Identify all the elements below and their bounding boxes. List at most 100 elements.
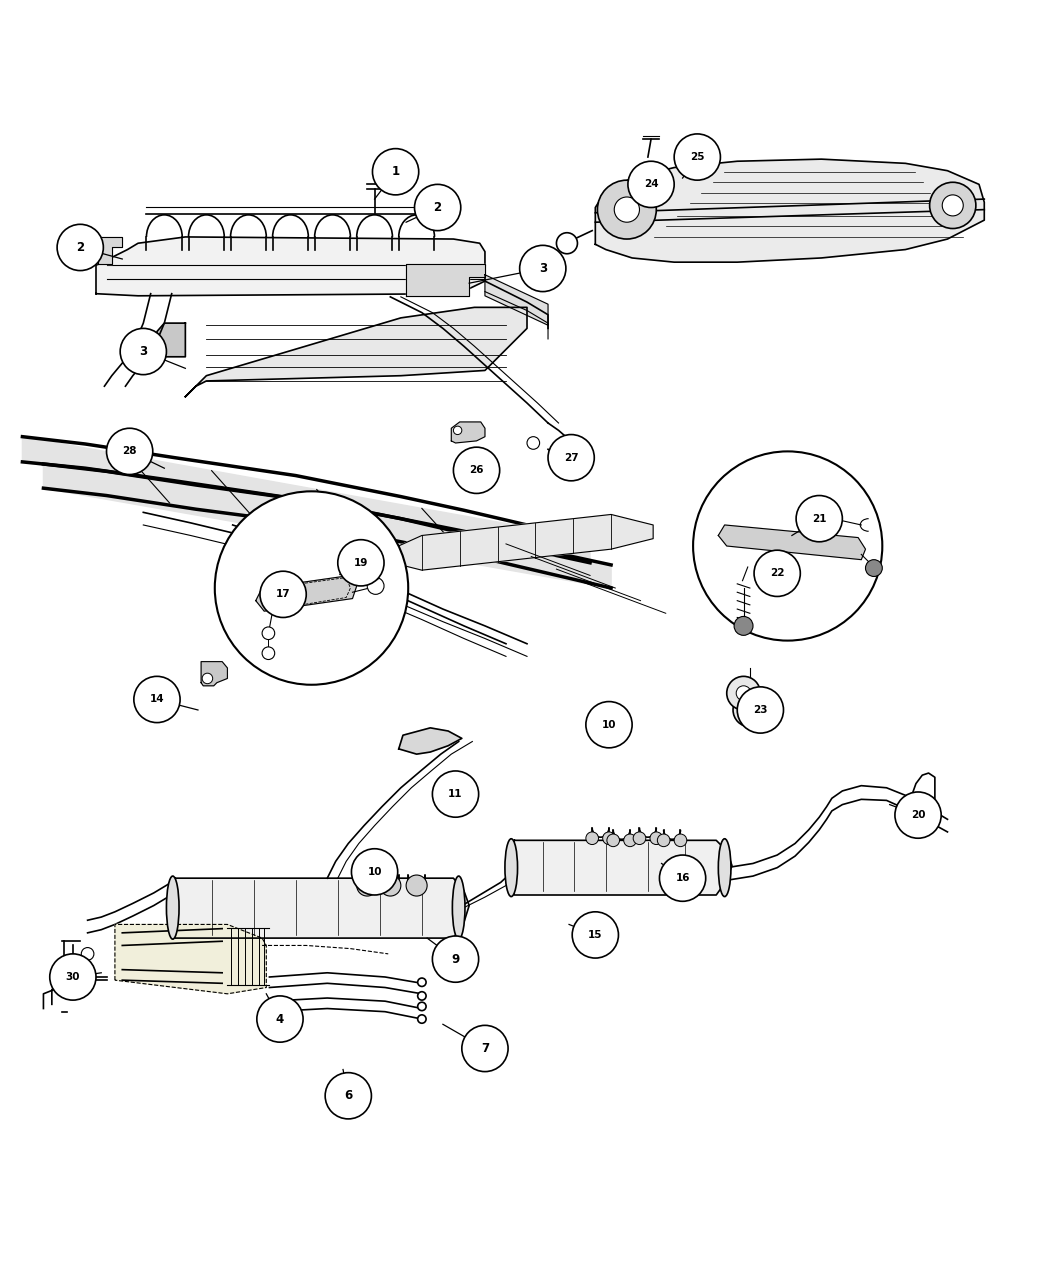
Circle shape — [432, 771, 479, 817]
Circle shape — [262, 627, 275, 640]
Circle shape — [337, 540, 384, 586]
Circle shape — [598, 180, 657, 239]
Ellipse shape — [417, 1015, 426, 1023]
Text: 10: 10 — [602, 720, 617, 729]
Circle shape — [658, 834, 670, 847]
Circle shape — [57, 225, 103, 271]
Polygon shape — [451, 421, 485, 443]
Polygon shape — [406, 264, 485, 296]
Circle shape — [215, 492, 408, 684]
Text: 17: 17 — [276, 590, 291, 599]
Text: 24: 24 — [644, 179, 659, 189]
Polygon shape — [379, 515, 653, 570]
Text: 4: 4 — [276, 1013, 285, 1025]
Circle shape — [650, 831, 663, 844]
Polygon shape — [508, 840, 731, 895]
Text: 26: 26 — [469, 465, 484, 475]
Circle shape — [379, 875, 401, 896]
Circle shape — [754, 550, 800, 596]
Circle shape — [134, 677, 180, 723]
Text: 25: 25 — [690, 152, 704, 162]
Circle shape — [675, 134, 721, 180]
Ellipse shape — [167, 876, 179, 939]
Circle shape — [628, 161, 675, 207]
Text: 28: 28 — [122, 447, 137, 456]
Text: 3: 3 — [539, 262, 547, 275]
Circle shape — [603, 831, 616, 844]
Circle shape — [81, 948, 94, 960]
Ellipse shape — [452, 876, 465, 939]
Ellipse shape — [417, 978, 426, 986]
Circle shape — [865, 559, 882, 576]
Polygon shape — [596, 160, 984, 262]
Circle shape — [106, 428, 153, 475]
Circle shape — [895, 792, 941, 838]
Circle shape — [930, 183, 976, 229]
Text: 27: 27 — [564, 452, 579, 462]
Circle shape — [737, 687, 783, 733]
Text: 21: 21 — [812, 513, 826, 524]
Text: 15: 15 — [588, 930, 603, 940]
Circle shape — [694, 451, 882, 641]
Circle shape — [660, 856, 706, 902]
Circle shape — [462, 1025, 508, 1071]
Circle shape — [453, 447, 500, 493]
Circle shape — [734, 617, 753, 636]
Text: 7: 7 — [481, 1042, 489, 1055]
Polygon shape — [157, 323, 186, 356]
Polygon shape — [115, 925, 267, 994]
Ellipse shape — [719, 839, 730, 896]
Text: 22: 22 — [769, 568, 784, 578]
Circle shape — [257, 996, 304, 1042]
Circle shape — [260, 571, 307, 618]
Circle shape — [262, 647, 275, 659]
Circle shape — [586, 701, 632, 748]
Circle shape — [120, 328, 167, 374]
Circle shape — [572, 912, 619, 958]
Polygon shape — [43, 464, 611, 587]
Text: 2: 2 — [433, 200, 442, 215]
Circle shape — [50, 954, 96, 1000]
Circle shape — [557, 232, 578, 254]
Circle shape — [586, 831, 599, 844]
Circle shape — [351, 849, 397, 895]
Circle shape — [453, 427, 462, 434]
Circle shape — [624, 834, 637, 847]
Ellipse shape — [505, 839, 518, 896]
Circle shape — [675, 834, 687, 847]
Polygon shape — [170, 879, 469, 939]
Polygon shape — [201, 661, 228, 686]
Polygon shape — [719, 525, 865, 559]
Polygon shape — [256, 576, 356, 612]
Text: 11: 11 — [448, 789, 463, 799]
Circle shape — [367, 577, 384, 594]
Polygon shape — [485, 275, 548, 326]
Circle shape — [942, 195, 963, 216]
Circle shape — [742, 702, 757, 718]
Circle shape — [356, 875, 377, 896]
Circle shape — [326, 1073, 371, 1119]
Text: 30: 30 — [65, 972, 80, 982]
Circle shape — [614, 197, 640, 222]
Text: 14: 14 — [150, 695, 164, 705]
Circle shape — [607, 834, 620, 847]
Polygon shape — [22, 437, 590, 563]
Text: 1: 1 — [391, 165, 399, 179]
Polygon shape — [186, 308, 527, 397]
Polygon shape — [398, 728, 462, 755]
Circle shape — [796, 495, 842, 541]
Circle shape — [406, 875, 427, 896]
Text: 2: 2 — [76, 241, 84, 254]
Circle shape — [633, 831, 646, 844]
Text: 6: 6 — [345, 1089, 352, 1102]
Circle shape — [81, 963, 94, 976]
Polygon shape — [98, 238, 122, 264]
Circle shape — [726, 677, 760, 710]
Ellipse shape — [417, 1002, 426, 1010]
Circle shape — [733, 693, 766, 727]
Text: 16: 16 — [676, 873, 689, 884]
Circle shape — [527, 437, 540, 450]
Circle shape — [202, 673, 213, 683]
Ellipse shape — [417, 992, 426, 1000]
Circle shape — [432, 936, 479, 982]
